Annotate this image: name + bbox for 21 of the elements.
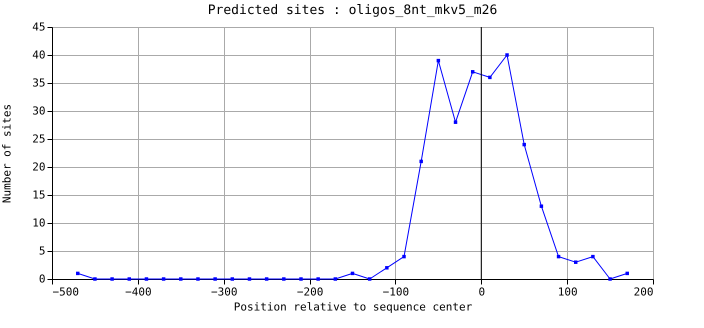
y-tick-label: 45 — [32, 20, 46, 34]
x-tick-label: −200 — [296, 286, 324, 298]
x-tick-label: −400 — [125, 286, 152, 298]
x-axis-title: Position relative to sequence center — [234, 300, 473, 314]
y-tick-label: 40 — [32, 48, 46, 62]
y-tick-label: 15 — [32, 188, 46, 202]
x-tick-label: −500 — [52, 286, 79, 298]
x-tick-label: 0 — [478, 286, 486, 298]
x-tick-label: −100 — [382, 286, 410, 298]
x-tick-label: 100 — [558, 286, 578, 298]
y-tick-label: 20 — [32, 160, 46, 174]
y-tick-label: 30 — [32, 104, 46, 118]
y-axis-title: Number of sites — [0, 104, 14, 204]
chart-title: Predicted sites : oligos_8nt_mkv5_m26 — [208, 3, 498, 18]
y-tick-label: 35 — [32, 76, 46, 90]
y-tick-label: 10 — [32, 216, 46, 230]
y-tick-label: 0 — [38, 272, 46, 286]
y-tick-label: 25 — [32, 132, 46, 146]
x-tick-label: −300 — [210, 286, 238, 298]
y-tick-label: 5 — [38, 244, 46, 258]
x-tick-label: 200 — [634, 286, 654, 298]
